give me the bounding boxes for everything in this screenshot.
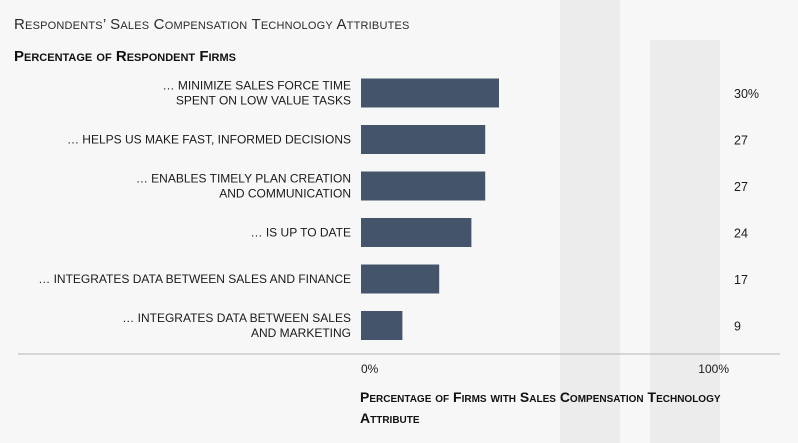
value-label-1: 30% — [734, 87, 759, 101]
bar-5 — [361, 264, 440, 294]
value-label-6: 9 — [734, 320, 741, 334]
background-column-2 — [650, 40, 720, 443]
value-label-4: 24 — [734, 227, 748, 241]
category-label-2: … HELPS US MAKE FAST, INFORMED DECISIONS — [67, 133, 351, 147]
value-label-2: 27 — [734, 134, 748, 148]
bars-group: … MINIMIZE SALES FORCE TIME SPENT ON LOW … — [38, 78, 759, 340]
x-tick-label-0: 0% — [361, 362, 379, 376]
bar-4 — [361, 218, 472, 247]
x-tick-label-100: 100% — [698, 362, 729, 376]
background-column-1 — [560, 0, 620, 443]
bar-2 — [361, 125, 486, 154]
category-label-3: … ENABLES TIMELY PLAN CREATION AND COMMUN… — [136, 172, 351, 201]
value-label-5: 17 — [734, 273, 748, 287]
value-label-3: 27 — [734, 180, 748, 194]
bar-6 — [361, 311, 403, 340]
category-label-1: … MINIMIZE SALES FORCE TIME SPENT ON LOW … — [163, 79, 351, 108]
bar-1 — [361, 78, 499, 108]
chart-subtitle: Percentage of Respondent Firms — [14, 48, 236, 65]
category-label-6: … INTEGRATES DATA BETWEEN SALES AND MARKE… — [122, 311, 351, 340]
category-label-5: … INTEGRATES DATA BETWEEN SALES AND FINA… — [38, 272, 351, 286]
bar-3 — [361, 171, 486, 201]
x-axis-label: Percentage of Firms with Sales Compensat… — [360, 389, 721, 426]
chart-title: Respondents’ Sales Compensation Technolo… — [14, 16, 410, 33]
category-label-4: … IS UP TO DATE — [251, 226, 351, 240]
